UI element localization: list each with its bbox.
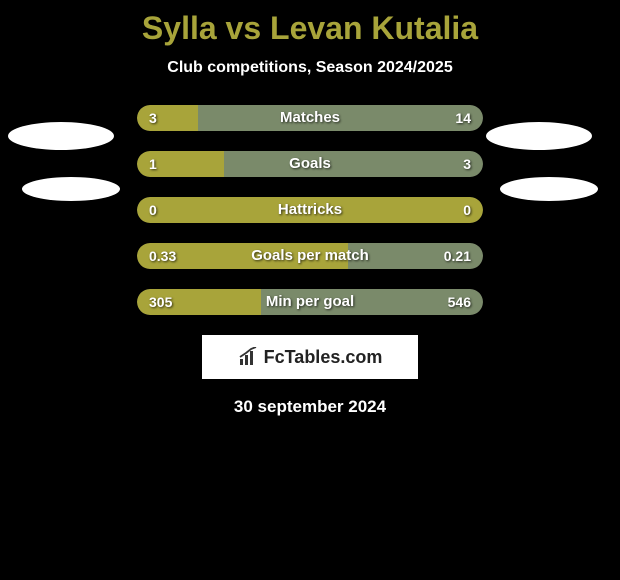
stat-row: 0 0 Hattricks: [0, 197, 620, 223]
value-right: 546: [448, 289, 471, 315]
value-right: 0: [463, 197, 471, 223]
date-label: 30 september 2024: [0, 397, 620, 417]
bar-right: [198, 105, 483, 131]
stat-label: Hattricks: [278, 197, 342, 223]
value-right: 3: [463, 151, 471, 177]
value-left: 0: [149, 197, 157, 223]
stat-row: 1 3 Goals: [0, 151, 620, 177]
bar-right: [224, 151, 484, 177]
value-left: 305: [149, 289, 172, 315]
value-left: 3: [149, 105, 157, 131]
value-left: 1: [149, 151, 157, 177]
stat-row: 0.33 0.21 Goals per match: [0, 243, 620, 269]
brand-text: FcTables.com: [264, 347, 383, 368]
player-ellipse: [486, 122, 592, 150]
bar-track: 305 546 Min per goal: [137, 289, 483, 315]
value-right: 14: [455, 105, 471, 131]
stat-label: Min per goal: [266, 289, 354, 315]
subtitle: Club competitions, Season 2024/2025: [0, 59, 620, 77]
page-title: Sylla vs Levan Kutalia: [0, 0, 620, 47]
brand-logo: FcTables.com: [202, 335, 418, 379]
stat-row: 305 546 Min per goal: [0, 289, 620, 315]
bar-track: 3 14 Matches: [137, 105, 483, 131]
bar-track: 1 3 Goals: [137, 151, 483, 177]
stat-label: Goals per match: [251, 243, 369, 269]
bar-track: 0 0 Hattricks: [137, 197, 483, 223]
player-ellipse: [8, 122, 114, 150]
player-ellipse: [500, 177, 598, 201]
value-right: 0.21: [444, 243, 471, 269]
stat-label: Matches: [280, 105, 340, 131]
bar-left: [137, 105, 198, 131]
value-left: 0.33: [149, 243, 176, 269]
stat-label: Goals: [289, 151, 331, 177]
player-ellipse: [22, 177, 120, 201]
chart-icon: [238, 347, 260, 367]
bar-track: 0.33 0.21 Goals per match: [137, 243, 483, 269]
